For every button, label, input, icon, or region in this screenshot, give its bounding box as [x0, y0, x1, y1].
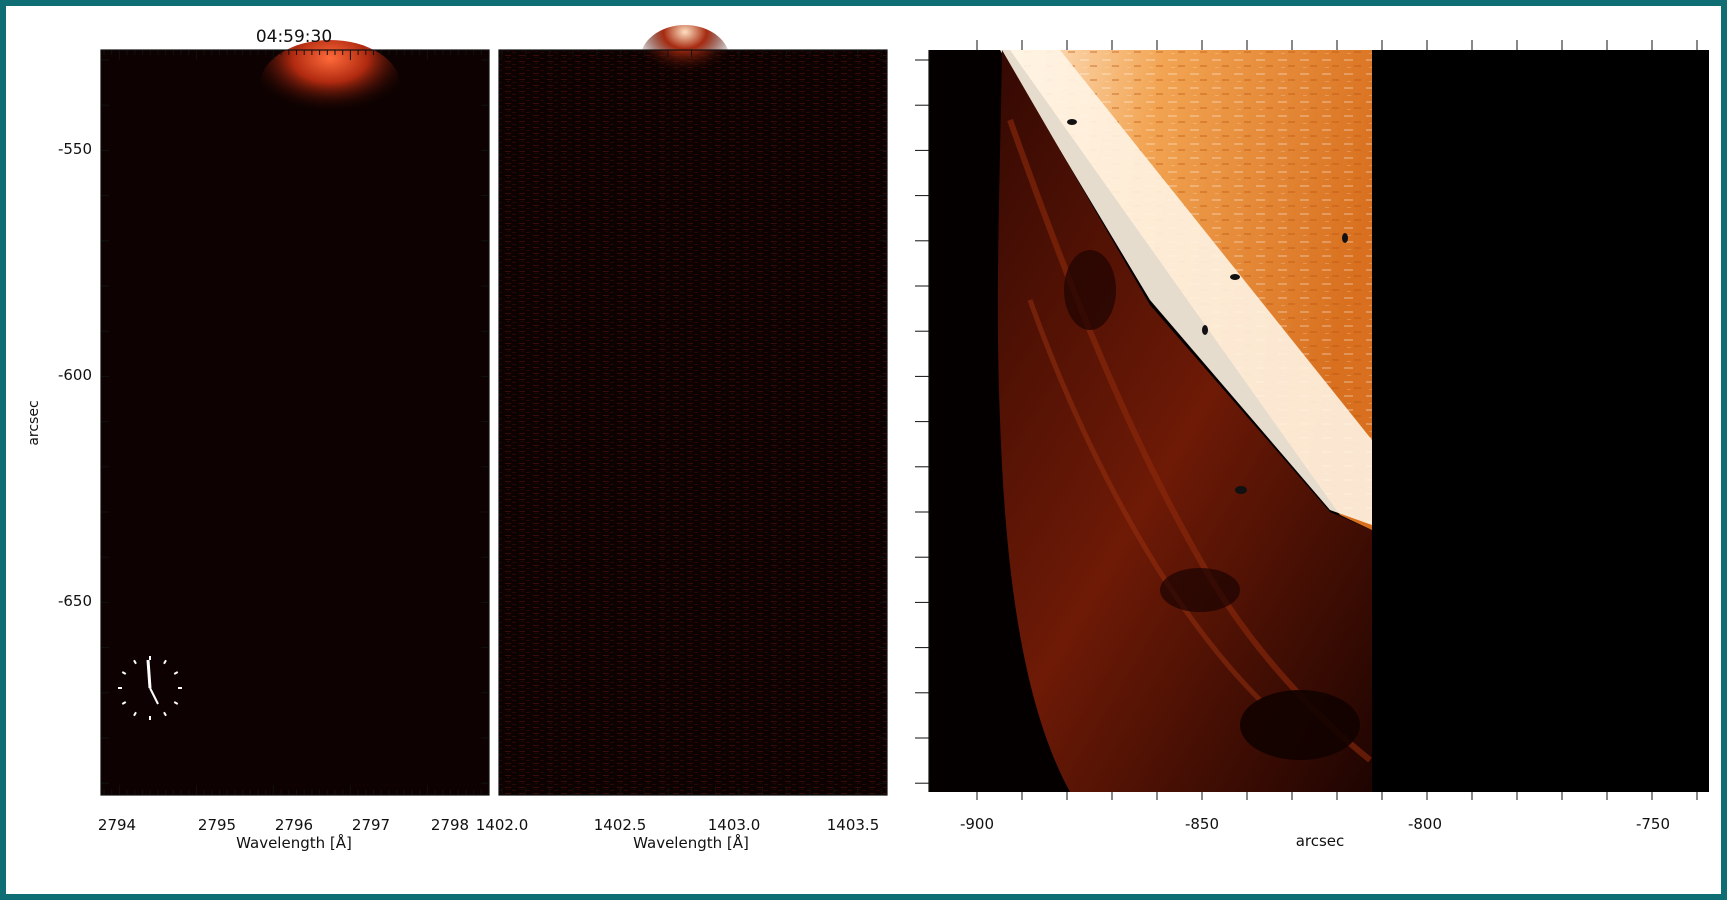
- mg-spectrum-image: [101, 50, 489, 795]
- mg-xtick-label: 2796: [275, 816, 313, 834]
- clock-hour-mark: [121, 671, 127, 675]
- sji-xlabel: arcsec: [1296, 832, 1345, 850]
- mg-xtick-label: 2797: [352, 816, 390, 834]
- mg-spectrum-panel: [100, 40, 490, 796]
- mg-xtick-label: 2795: [198, 816, 236, 834]
- bright-limb: [1000, 50, 1372, 525]
- sji-xtick-label: -850: [1185, 815, 1219, 833]
- sji-xtick-label: -800: [1408, 815, 1442, 833]
- mg-ytick-label: -600: [58, 366, 92, 384]
- clock-hour-mark: [133, 711, 137, 717]
- si-axis-box: [498, 49, 888, 796]
- clock-icon: [118, 656, 182, 720]
- mg-ytick-label: -550: [58, 140, 92, 158]
- prominence-region: [929, 50, 1372, 792]
- si-xlabel: Wavelength [Å]: [633, 833, 749, 852]
- mg-axis-box: [100, 49, 490, 796]
- clock-hour-mark: [173, 671, 179, 675]
- sji-xtick-label: -900: [960, 815, 994, 833]
- mg-xtick-label: 2798: [431, 816, 469, 834]
- clock-hour-mark: [173, 701, 179, 705]
- sji-no-data-region: [1372, 50, 1709, 792]
- si-xtick-label: 1403.5: [827, 816, 880, 834]
- sji-panel: [915, 40, 1709, 800]
- mg-ylabel: arcsec: [26, 400, 42, 445]
- timestamp: 04:59:30: [256, 27, 332, 47]
- clock-hour-mark: [121, 701, 127, 705]
- si-xtick-label: 1402.0: [476, 816, 529, 834]
- si-spectrum-panel: [498, 25, 888, 796]
- si-xtick-label: 1403.0: [708, 816, 761, 834]
- sji-xtick-label: -750: [1636, 815, 1670, 833]
- mg-ytick-label: -650: [58, 592, 92, 610]
- mg-xlabel: Wavelength [Å]: [236, 833, 352, 852]
- clock-hour-mark: [163, 659, 167, 665]
- si-xtick-label: 1402.5: [594, 816, 647, 834]
- clock-hour-mark: [133, 659, 137, 665]
- clock-hour-mark: [163, 711, 167, 717]
- mg-emission-blob: [260, 40, 400, 130]
- si-spectrum-image: [499, 50, 887, 795]
- mg-xtick-label: 2794: [98, 816, 136, 834]
- si-emission-blob: [640, 25, 730, 95]
